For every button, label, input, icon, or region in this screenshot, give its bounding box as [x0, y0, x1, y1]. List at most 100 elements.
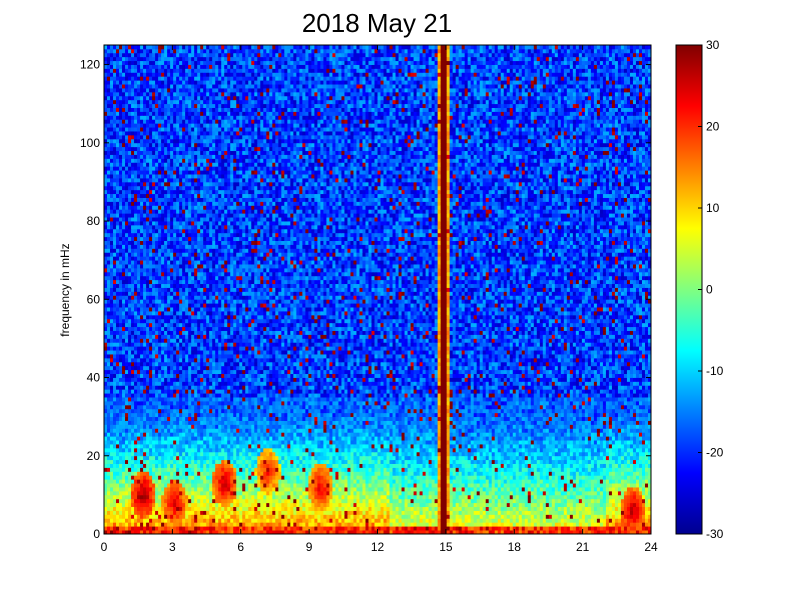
heatmap-cell	[119, 467, 123, 472]
heatmap-cell	[428, 471, 432, 476]
heatmap-cell	[410, 522, 414, 527]
heatmap-cell	[413, 526, 417, 531]
heatmap-cell	[146, 502, 150, 508]
heatmap-cell	[134, 510, 138, 515]
heatmap-cell	[398, 471, 402, 476]
heatmap-cell	[158, 432, 162, 437]
heatmap-cell	[263, 518, 267, 523]
heatmap-cell	[158, 502, 162, 508]
heatmap-cell	[107, 483, 111, 488]
heatmap-cell	[281, 444, 285, 449]
heatmap-cell	[593, 518, 598, 523]
heatmap-cell	[251, 494, 255, 500]
heatmap-cell	[623, 463, 628, 468]
heatmap-cell	[635, 440, 640, 445]
heatmap-cell	[545, 479, 550, 484]
heatmap-cell	[104, 494, 108, 500]
heatmap-cell	[140, 498, 144, 504]
heatmap-cell	[521, 526, 526, 531]
heatmap-cell	[281, 432, 285, 437]
heatmap-cell	[119, 514, 123, 519]
heatmap-cell	[518, 487, 523, 492]
heatmap-cell	[398, 518, 402, 523]
heatmap-cell	[140, 514, 144, 519]
heatmap-cell	[503, 506, 508, 511]
heatmap-cell	[389, 479, 393, 484]
heatmap-cell	[425, 498, 429, 504]
heatmap-cell	[458, 530, 463, 535]
heatmap-cell	[545, 447, 550, 453]
heatmap-cell	[227, 522, 231, 527]
heatmap-cell	[308, 436, 312, 441]
heatmap-cell	[377, 530, 381, 535]
heatmap-cell	[425, 432, 429, 437]
heatmap-cell	[269, 467, 273, 472]
heatmap-cell	[560, 451, 565, 457]
heatmap-cell	[254, 475, 258, 480]
heatmap-cell	[383, 463, 387, 468]
heatmap-cell	[389, 490, 393, 496]
heatmap-cell	[536, 444, 541, 449]
heatmap-cell	[275, 459, 279, 464]
heatmap-cell	[191, 451, 195, 457]
heatmap-cell	[134, 506, 138, 511]
heatmap-cell	[320, 432, 324, 437]
heatmap-cell	[287, 424, 291, 429]
heatmap-cell	[611, 447, 616, 453]
heatmap-cell	[275, 471, 279, 476]
heatmap-cell	[329, 530, 333, 535]
heatmap-cell	[449, 447, 454, 453]
heatmap-cell	[560, 459, 565, 464]
heatmap-cell	[347, 498, 351, 504]
heatmap-cell	[602, 479, 607, 484]
heatmap-cell	[551, 428, 556, 433]
heatmap-cell	[260, 463, 264, 468]
heatmap-cell	[200, 467, 204, 472]
heatmap-cell	[131, 502, 135, 508]
heatmap-cell	[212, 494, 216, 500]
heatmap-cell	[551, 440, 556, 445]
heatmap-cell	[329, 487, 333, 492]
heatmap-cell	[509, 498, 514, 504]
heatmap-cell	[647, 428, 652, 433]
heatmap-cell	[569, 479, 574, 484]
heatmap-cell	[353, 432, 357, 437]
heatmap-cell	[173, 432, 177, 437]
heatmap-cell	[365, 483, 369, 488]
heatmap-cell	[620, 526, 625, 531]
heatmap-cell	[389, 522, 393, 527]
heatmap-cell	[422, 522, 426, 527]
heatmap-cell	[563, 510, 568, 515]
heatmap-cell	[329, 479, 333, 484]
heatmap-cell	[122, 459, 126, 464]
heatmap-cell	[293, 490, 297, 496]
heatmap-cell	[296, 490, 300, 496]
heatmap-cell	[503, 530, 508, 535]
heatmap-cell	[212, 440, 216, 445]
heatmap-cell	[296, 459, 300, 464]
heatmap-cell	[194, 510, 198, 515]
heatmap-cell	[416, 514, 420, 519]
heatmap-cell	[224, 467, 228, 472]
heatmap-cell	[308, 463, 312, 468]
heatmap-cell	[227, 444, 231, 449]
heatmap-cell	[122, 451, 126, 457]
heatmap-cell	[371, 526, 375, 531]
heatmap-cell	[167, 463, 171, 468]
heatmap-cell	[161, 451, 165, 457]
heatmap-cell	[302, 475, 306, 480]
heatmap-cell	[476, 467, 481, 472]
heatmap-cell	[362, 530, 366, 535]
heatmap-cell	[377, 510, 381, 515]
heatmap-cell	[143, 494, 147, 500]
heatmap-cell	[335, 514, 339, 519]
heatmap-cell	[134, 451, 138, 457]
heatmap-cell	[488, 467, 493, 472]
heatmap-cell	[518, 510, 523, 515]
heatmap-cell	[212, 530, 216, 535]
heatmap-cell	[134, 530, 138, 535]
heatmap-cell	[470, 487, 475, 492]
heatmap-cell	[566, 490, 571, 496]
heatmap-cell	[212, 498, 216, 504]
heatmap-cell	[572, 451, 577, 457]
